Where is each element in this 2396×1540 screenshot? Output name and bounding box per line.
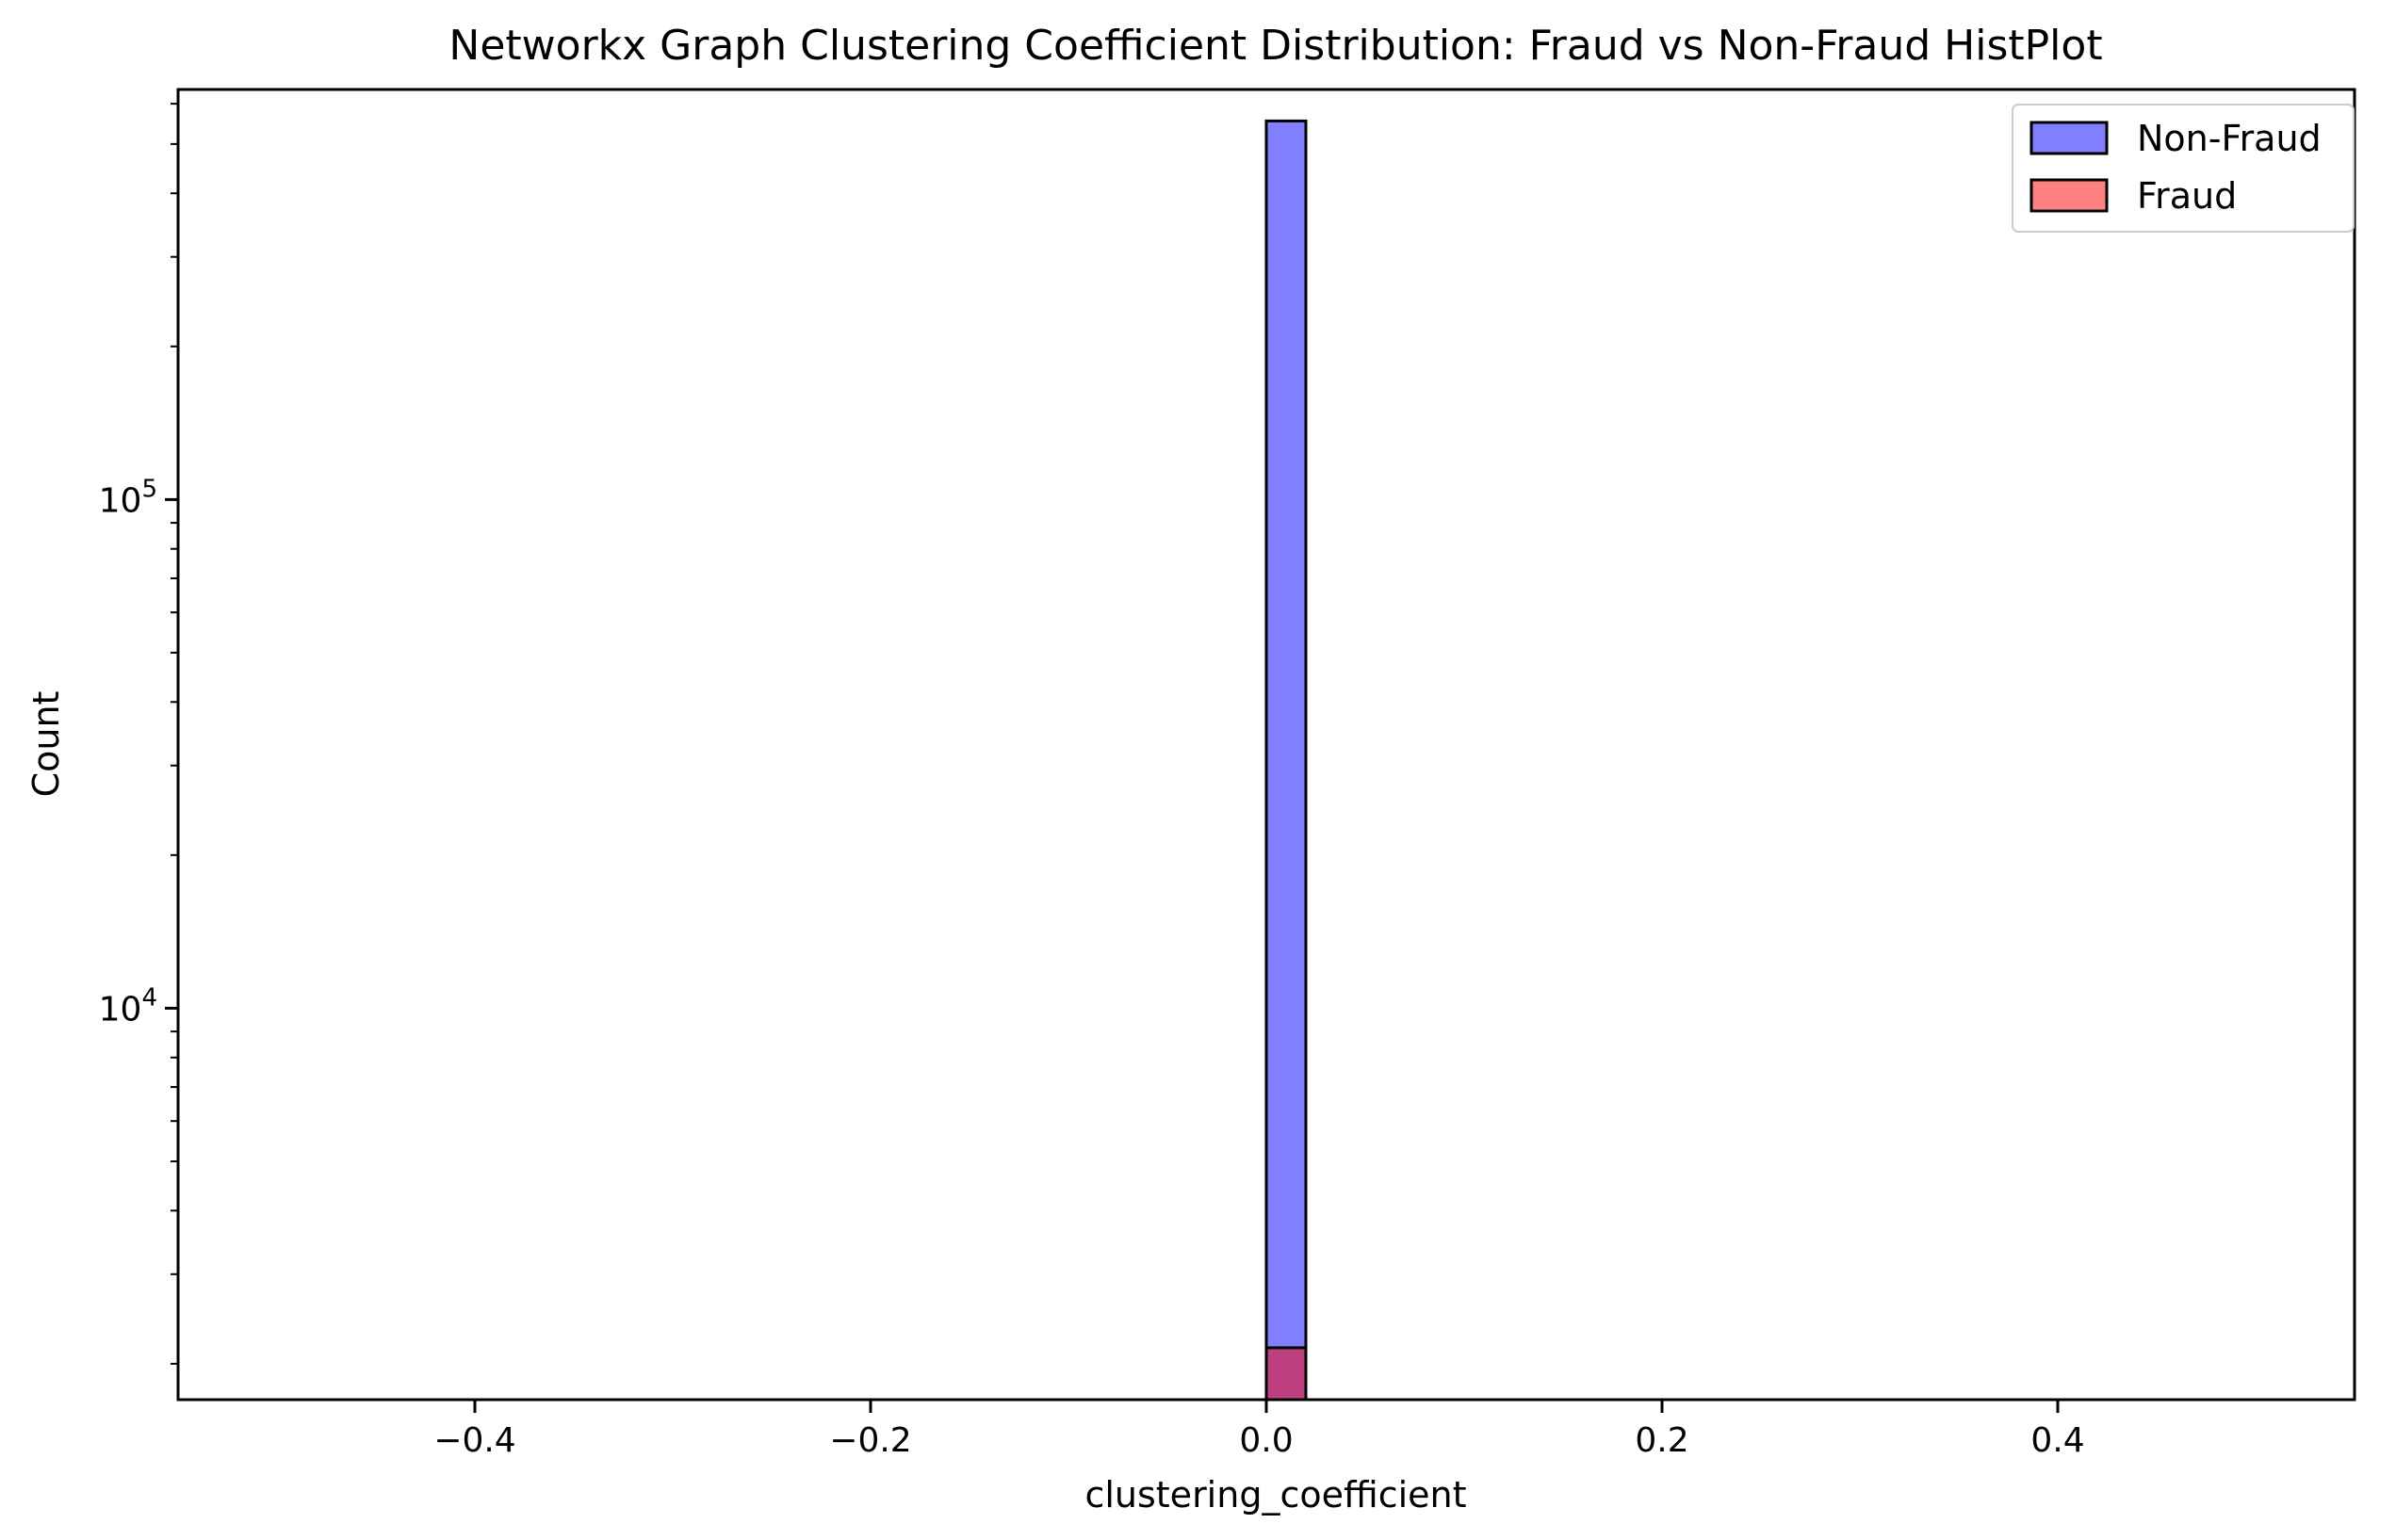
x-tick-label: 0.0 [1239, 1421, 1293, 1460]
y-axis-label: Count [25, 691, 67, 798]
y-tick-label: 105 [99, 475, 157, 520]
legend-entry-fraud-swatch [2029, 178, 2109, 213]
x-axis: −0.4 −0.2 0.0 0.2 0.4 [433, 1400, 2085, 1460]
x-tick-label: −0.4 [433, 1421, 515, 1460]
legend-entry-fraud-label: Fraud [2137, 175, 2237, 217]
bar-fraud [1264, 1346, 1308, 1402]
bar-non-fraud [1264, 119, 1308, 1402]
legend: Non-Fraud Fraud [2012, 104, 2355, 233]
x-tick-label: −0.2 [829, 1421, 911, 1460]
x-tick-label: 0.2 [1635, 1421, 1688, 1460]
plot-area [1264, 119, 1308, 1402]
legend-entry-non-fraud-swatch [2029, 121, 2109, 155]
y-tick-label: 104 [99, 983, 157, 1029]
chart-title: Networkx Graph Clustering Coefficient Di… [448, 22, 2102, 70]
x-axis-label: clustering_coefficient [1084, 1474, 1466, 1516]
x-tick-label: 0.4 [2030, 1421, 2084, 1460]
legend-entry-non-fraud-label: Non-Fraud [2137, 118, 2322, 159]
y-axis: 104 105 [99, 103, 178, 1365]
